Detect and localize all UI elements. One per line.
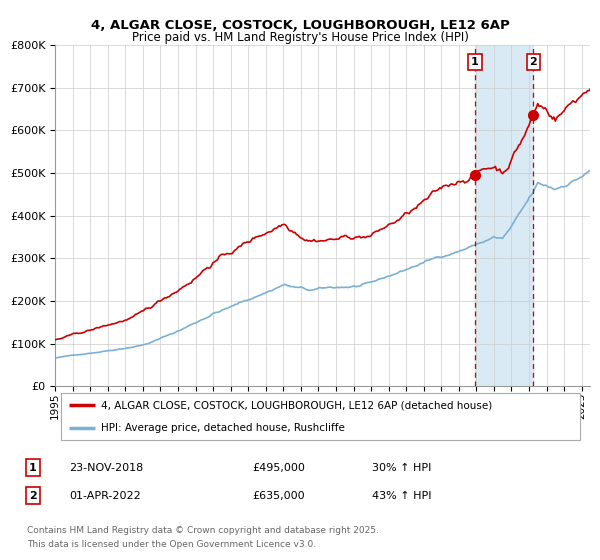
- Text: Price paid vs. HM Land Registry's House Price Index (HPI): Price paid vs. HM Land Registry's House …: [131, 31, 469, 44]
- Text: 43% ↑ HPI: 43% ↑ HPI: [372, 491, 431, 501]
- Text: 1: 1: [471, 57, 479, 67]
- Text: 30% ↑ HPI: 30% ↑ HPI: [372, 463, 431, 473]
- Text: HPI: Average price, detached house, Rushcliffe: HPI: Average price, detached house, Rush…: [101, 423, 344, 433]
- Text: Contains HM Land Registry data © Crown copyright and database right 2025.: Contains HM Land Registry data © Crown c…: [27, 526, 379, 535]
- Text: £495,000: £495,000: [252, 463, 305, 473]
- Text: 1: 1: [29, 463, 37, 473]
- Bar: [475, 45, 533, 386]
- Text: 4, ALGAR CLOSE, COSTOCK, LOUGHBOROUGH, LE12 6AP (detached house): 4, ALGAR CLOSE, COSTOCK, LOUGHBOROUGH, L…: [101, 400, 492, 410]
- FancyBboxPatch shape: [61, 394, 580, 440]
- Text: This data is licensed under the Open Government Licence v3.0.: This data is licensed under the Open Gov…: [27, 540, 316, 549]
- Text: 01-APR-2022: 01-APR-2022: [69, 491, 141, 501]
- Text: 2: 2: [29, 491, 37, 501]
- Text: 23-NOV-2018: 23-NOV-2018: [69, 463, 143, 473]
- Text: 4, ALGAR CLOSE, COSTOCK, LOUGHBOROUGH, LE12 6AP: 4, ALGAR CLOSE, COSTOCK, LOUGHBOROUGH, L…: [91, 19, 509, 32]
- Text: £635,000: £635,000: [252, 491, 305, 501]
- Text: 2: 2: [529, 57, 537, 67]
